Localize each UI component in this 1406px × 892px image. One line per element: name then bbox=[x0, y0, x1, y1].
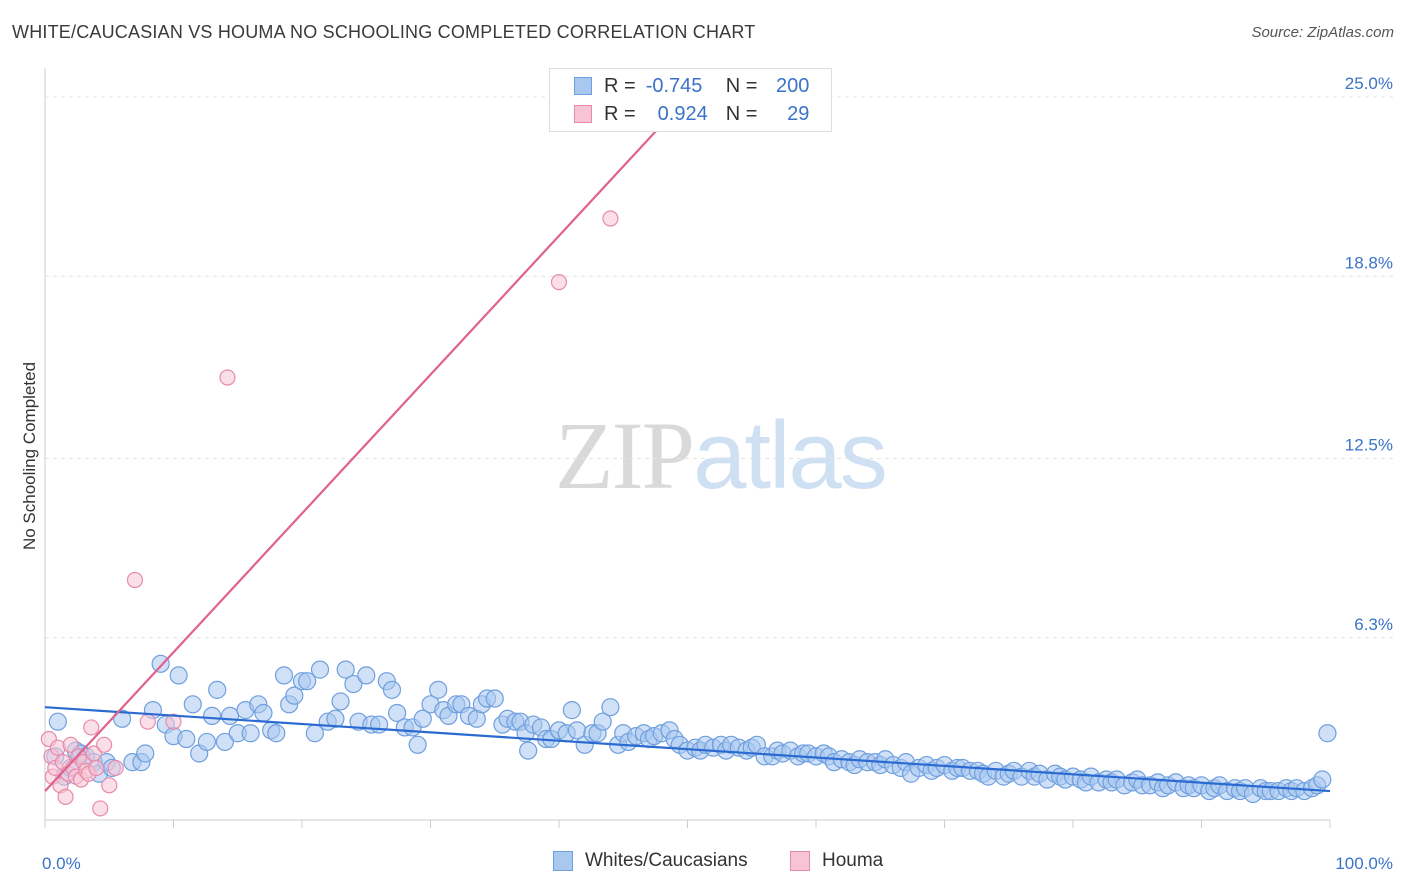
white-point bbox=[169, 666, 188, 685]
y-tick-label: 12.5% bbox=[1345, 436, 1393, 455]
houma-point bbox=[83, 719, 100, 736]
white-point bbox=[1313, 770, 1332, 789]
white-point bbox=[593, 712, 612, 731]
y-tick-label: 18.8% bbox=[1345, 253, 1393, 272]
bottom-legend-houma[interactable]: Houma bbox=[790, 850, 883, 872]
white-point bbox=[298, 672, 317, 691]
points-layer bbox=[40, 210, 1337, 817]
houma-trendline bbox=[44, 127, 660, 792]
watermark-zip: ZIP bbox=[555, 402, 695, 509]
legend-r-value: 0.924 bbox=[657, 102, 708, 125]
white-point bbox=[336, 660, 355, 679]
houma-point bbox=[88, 759, 105, 777]
bottom-legend-swatch-whites bbox=[553, 851, 573, 871]
legend-n-value: 200 bbox=[776, 74, 810, 97]
white-point bbox=[562, 701, 581, 720]
white-point bbox=[215, 732, 234, 752]
white-point bbox=[267, 724, 286, 743]
chart-title: WHITE/CAUCASIAN VS HOUMA NO SCHOOLING CO… bbox=[12, 22, 756, 42]
white-point bbox=[285, 686, 304, 705]
y-tick-label: 6.3% bbox=[1354, 615, 1393, 634]
legend-n-value: 29 bbox=[787, 102, 810, 125]
x-tick-label: 100.0% bbox=[1335, 854, 1393, 873]
legend-swatch-houma bbox=[574, 105, 592, 123]
white-point bbox=[220, 706, 240, 725]
white-point bbox=[274, 666, 294, 685]
legend-n-label: N = bbox=[725, 102, 758, 125]
white-point bbox=[151, 654, 170, 673]
houma-point bbox=[107, 759, 124, 777]
houma-point bbox=[550, 273, 568, 291]
white-point bbox=[326, 709, 345, 728]
trend-layer bbox=[44, 127, 1331, 793]
bottom-legend-label-whites: Whites/Caucasians bbox=[585, 850, 748, 871]
white-point bbox=[112, 709, 132, 728]
label-layer: 6.3% 12.5% 18.8% 25.0% 0.0% 100.0% bbox=[42, 74, 1393, 873]
white-point bbox=[136, 744, 155, 763]
white-point bbox=[387, 703, 407, 723]
white-point bbox=[344, 674, 363, 694]
x-tick-label: 0.0% bbox=[42, 854, 81, 873]
houma-point bbox=[92, 800, 109, 817]
houma-point bbox=[101, 777, 118, 794]
white-point bbox=[177, 729, 196, 749]
houma-point bbox=[139, 713, 156, 730]
watermark: ZIPatlas bbox=[555, 400, 888, 511]
watermark-atlas: atlas bbox=[693, 402, 888, 509]
white-point bbox=[370, 715, 389, 734]
white-point bbox=[241, 724, 260, 743]
correlation-legend: R = -0.745 N = 200 R = 0.924 N = 29 bbox=[549, 68, 832, 132]
white-point bbox=[413, 709, 432, 728]
white-point bbox=[408, 735, 427, 754]
white-point bbox=[48, 712, 67, 731]
legend-row-whites: R = -0.745 N = 200 bbox=[550, 72, 809, 100]
white-point bbox=[485, 689, 504, 708]
white-point bbox=[1318, 724, 1337, 743]
y-tick-label: 25.0% bbox=[1345, 74, 1393, 93]
white-trendline bbox=[44, 706, 1331, 793]
houma-point bbox=[602, 210, 619, 227]
white-point bbox=[382, 680, 402, 699]
white-point bbox=[183, 695, 202, 714]
white-point bbox=[331, 692, 350, 711]
houma-point bbox=[165, 713, 182, 730]
white-point bbox=[601, 698, 620, 717]
legend-row-houma: R = 0.924 N = 29 bbox=[550, 100, 809, 128]
white-point bbox=[429, 680, 448, 699]
houma-point bbox=[62, 736, 79, 753]
white-point bbox=[254, 703, 273, 723]
white-point bbox=[208, 680, 227, 699]
y-axis-label: No Schooling Completed bbox=[20, 362, 39, 550]
bottom-legend-label-houma: Houma bbox=[822, 850, 884, 871]
bottom-legend-swatch-houma bbox=[790, 851, 810, 871]
axis-layer bbox=[44, 68, 1331, 828]
houma-point bbox=[96, 736, 113, 753]
grid-layer bbox=[45, 96, 1395, 639]
legend-r-label: R = bbox=[604, 102, 636, 125]
legend-r-value: -0.745 bbox=[645, 74, 703, 97]
houma-point bbox=[126, 571, 144, 589]
source-label: Source: ZipAtlas.com bbox=[1251, 24, 1394, 41]
legend-r-label: R = bbox=[604, 74, 636, 97]
white-point bbox=[519, 741, 538, 760]
bottom-legend-whites[interactable]: Whites/Caucasians bbox=[553, 850, 748, 872]
white-point bbox=[357, 666, 376, 685]
white-point bbox=[202, 706, 222, 725]
legend-swatch-whites bbox=[574, 77, 592, 95]
white-point bbox=[310, 660, 330, 679]
houma-point bbox=[219, 369, 236, 386]
white-point bbox=[197, 732, 217, 752]
houma-point bbox=[57, 788, 74, 805]
legend-n-label: N = bbox=[725, 74, 758, 97]
